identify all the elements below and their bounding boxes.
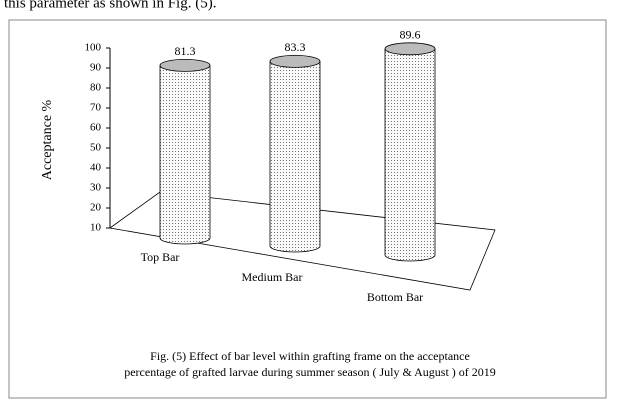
bar-top xyxy=(269,55,321,68)
caption-line: Fig. (5) Effect of bar level within graf… xyxy=(150,349,470,363)
y-tick-label: 90 xyxy=(90,62,102,74)
y-tick-label: 20 xyxy=(90,202,102,214)
y-tick-label: 40 xyxy=(90,162,102,174)
y-tick-label: 50 xyxy=(90,142,102,154)
data-label: 89.6 xyxy=(400,28,421,42)
x-tick-label: Bottom Bar xyxy=(367,290,423,304)
y-tick-label: 80 xyxy=(90,82,102,94)
bar-top xyxy=(384,42,436,56)
x-tick-label: Top Bar xyxy=(141,250,180,264)
intro-text: this parameter as shown in Fig. (5). xyxy=(4,0,216,11)
x-tick-label: Medium Bar xyxy=(242,270,303,284)
bar xyxy=(159,65,211,245)
bar xyxy=(269,61,321,253)
data-label: 83.3 xyxy=(285,40,306,54)
bar xyxy=(384,48,436,262)
y-tick-label: 70 xyxy=(90,102,102,114)
y-axis-label: Acceptance % xyxy=(40,99,55,180)
y-tick-label: 30 xyxy=(90,182,102,194)
y-tick-label: 10 xyxy=(90,222,102,234)
caption-line: percentage of grafted larvae during summ… xyxy=(124,365,496,379)
data-label: 81.3 xyxy=(175,44,196,58)
y-tick-label: 60 xyxy=(90,122,102,134)
figure-frame xyxy=(8,19,607,399)
floor xyxy=(108,191,496,291)
y-tick-label: 100 xyxy=(85,42,102,54)
bar-top xyxy=(159,59,211,72)
